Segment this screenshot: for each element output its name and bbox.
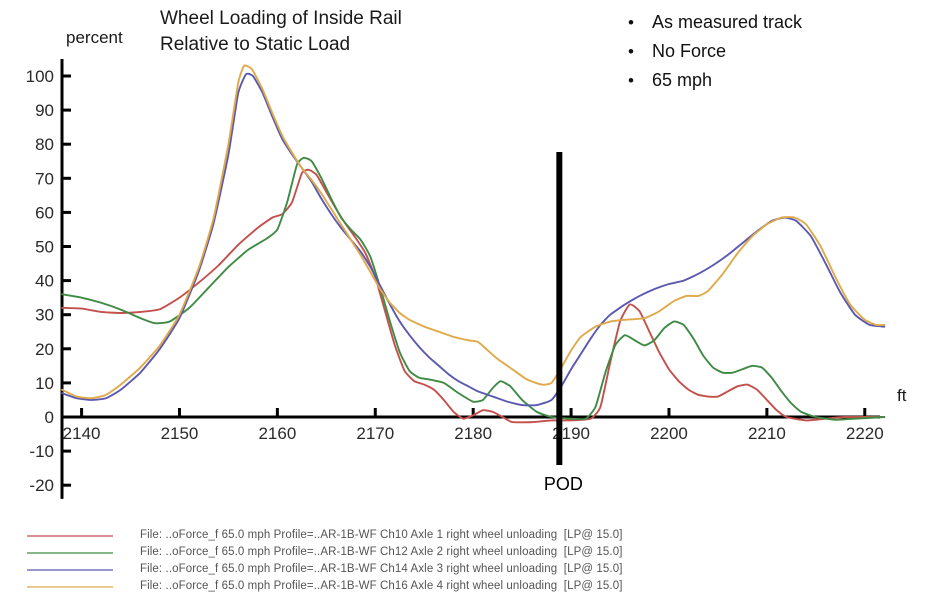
series-line-ch16-axle-4 [61, 64, 886, 400]
series-line-ch14-axle-3 [61, 72, 886, 407]
legend-label: File: ..oForce_f 65.0 mph Profile=..AR-1… [140, 546, 623, 558]
x-tick-label: 2180 [454, 424, 492, 443]
chart-svg: -20 -10 0 10 20 30 40 50 60 70 80 90 100 2140 2150 216… [26, 28, 907, 499]
y-tick-label: 60 [35, 203, 54, 222]
legend-label: File: ..oForce_f 65.0 mph Profile=..AR-1… [140, 563, 623, 575]
y-tick-label: 40 [35, 272, 54, 291]
series-lines [61, 64, 886, 424]
note-item: • No Force [628, 37, 918, 66]
x-tick-label: 2170 [356, 424, 394, 443]
legend-color-swatch [27, 585, 113, 588]
bullet-icon: • [628, 71, 634, 90]
annotation-markers: POD [544, 152, 583, 494]
y-tick-label: 100 [26, 67, 54, 86]
x-tick-label: 2160 [258, 424, 296, 443]
legend-row: File: ..oForce_f 65.0 mph Profile=..AR-1… [0, 561, 930, 578]
notes-bullet-list: • As measured track • No Force • 65 mph [628, 8, 918, 95]
legend-color-swatch [27, 534, 113, 537]
note-item: • 65 mph [628, 66, 918, 95]
series-line-ch10-axle-1 [61, 168, 886, 424]
legend-swatch-cell [0, 568, 140, 571]
y-tick-label: 80 [35, 135, 54, 154]
x-axis-label: ft [897, 386, 907, 405]
legend-swatch-cell [0, 585, 140, 588]
chart-legend: File: ..oForce_f 65.0 mph Profile=..AR-1… [0, 527, 930, 595]
legend-label: File: ..oForce_f 65.0 mph Profile=..AR-1… [140, 580, 623, 592]
page-title: Wheel Loading of Inside Rail Relative to… [160, 8, 402, 55]
y-tick-label: 50 [35, 238, 54, 257]
legend-swatch-cell [0, 551, 140, 554]
y-tick-label: 20 [35, 340, 54, 359]
x-tick-label: 2140 [63, 424, 101, 443]
legend-color-swatch [27, 551, 113, 554]
y-tick-label: -20 [29, 476, 54, 495]
legend-color-swatch [27, 568, 113, 571]
legend-row: File: ..oForce_f 65.0 mph Profile=..AR-1… [0, 578, 930, 595]
pod-marker-label: POD [544, 474, 583, 494]
y-tick-label: 10 [35, 374, 54, 393]
chart-plot-area: -20 -10 0 10 20 30 40 50 60 70 80 90 100 2140 2150 216… [26, 28, 907, 499]
x-tick-label: 2200 [650, 424, 688, 443]
y-tick-label: 90 [35, 101, 54, 120]
legend-row: File: ..oForce_f 65.0 mph Profile=..AR-1… [0, 544, 930, 561]
note-item-label: As measured track [652, 12, 803, 32]
note-item-label: 65 mph [652, 70, 713, 90]
y-tick-label: 70 [35, 169, 54, 188]
legend-label: File: ..oForce_f 65.0 mph Profile=..AR-1… [140, 529, 623, 541]
y-tick-label: 30 [35, 306, 54, 325]
y-axis-label: percent [66, 28, 123, 47]
bullet-icon: • [628, 13, 634, 32]
x-axis-ticks: 2140 2150 2160 2170 2180 2190 2200 2210 2220 [63, 408, 884, 443]
x-tick-label: 2220 [846, 424, 884, 443]
x-tick-label: 2150 [161, 424, 199, 443]
legend-swatch-cell [0, 534, 140, 537]
series-line-ch12-axle-2 [61, 156, 886, 421]
note-item-label: No Force [652, 41, 727, 61]
y-axis-ticks: -20 -10 0 10 20 30 40 50 60 70 80 90 100 [26, 67, 71, 495]
y-tick-label: 0 [45, 408, 54, 427]
y-tick-label: -10 [29, 442, 54, 461]
legend-row: File: ..oForce_f 65.0 mph Profile=..AR-1… [0, 527, 930, 544]
bullet-icon: • [628, 42, 634, 61]
x-tick-label: 2210 [748, 424, 786, 443]
note-item: • As measured track [628, 8, 918, 37]
